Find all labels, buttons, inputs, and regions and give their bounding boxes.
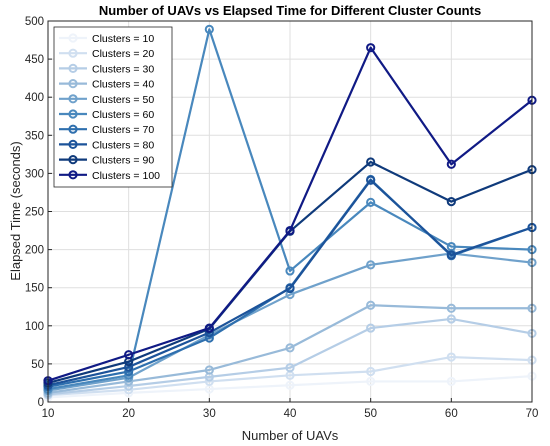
x-tick-label: 60	[445, 408, 458, 420]
legend-label: Clusters = 40	[92, 79, 154, 91]
legend-item: Clusters = 20	[59, 48, 154, 60]
legend-item: Clusters = 10	[59, 33, 154, 45]
data-point	[446, 159, 456, 169]
legend-label: Clusters = 60	[92, 109, 154, 121]
y-tick-label: 150	[25, 283, 44, 295]
x-tick-label: 30	[203, 408, 216, 420]
series-line	[47, 46, 533, 382]
data-point	[446, 250, 456, 260]
data-point	[446, 376, 456, 387]
data-point	[285, 380, 295, 390]
y-tick-label: 350	[25, 130, 44, 142]
data-point	[366, 376, 376, 387]
x-tick-label: 50	[364, 408, 377, 420]
legend-swatch-marker	[68, 155, 78, 165]
data-point	[446, 241, 456, 252]
legend-swatch-marker	[68, 109, 78, 119]
y-tick-label: 100	[25, 321, 44, 333]
legend-label: Clusters = 80	[92, 139, 154, 151]
data-point	[204, 333, 214, 343]
y-tick-label: 0	[38, 397, 44, 409]
data-point	[366, 260, 376, 270]
x-tick-label: 40	[284, 408, 297, 420]
legend-swatch-marker	[68, 63, 78, 74]
legend-label: Clusters = 20	[92, 48, 154, 60]
data-point	[446, 196, 456, 207]
data-point	[366, 197, 376, 207]
legend-item: Clusters = 30	[59, 63, 154, 75]
y-tick-label: 450	[25, 54, 44, 66]
data-point	[285, 283, 295, 294]
legend-item: Clusters = 80	[59, 139, 154, 151]
legend-swatch-marker	[68, 170, 78, 180]
x-tick-label: 20	[122, 408, 135, 420]
data-point	[204, 24, 214, 34]
data-point	[366, 175, 376, 185]
legend-item: Clusters = 70	[59, 124, 154, 136]
y-tick-label: 50	[31, 359, 44, 371]
data-point	[285, 266, 295, 276]
data-point	[285, 225, 295, 236]
legend-label: Clusters = 10	[92, 33, 154, 45]
legend-swatch-marker	[68, 94, 78, 104]
data-point	[285, 363, 295, 373]
legend-swatch-marker	[68, 48, 78, 58]
data-point	[446, 303, 456, 313]
data-point	[366, 157, 376, 167]
legend-swatch-marker	[68, 33, 78, 43]
legend-label: Clusters = 70	[92, 124, 154, 136]
legend-label: Clusters = 90	[92, 155, 154, 167]
legend-label: Clusters = 50	[92, 94, 154, 106]
legend-swatch-marker	[68, 139, 78, 149]
data-point	[366, 323, 376, 333]
legend-item: Clusters = 90	[59, 155, 154, 167]
data-point	[366, 300, 376, 310]
legend-item: Clusters = 60	[59, 109, 154, 121]
data-point	[366, 43, 376, 53]
legend-item: Clusters = 40	[59, 79, 154, 91]
legend-label: Clusters = 30	[92, 63, 154, 75]
data-point	[446, 352, 456, 362]
data-point	[285, 343, 295, 353]
data-point	[124, 362, 134, 372]
legend-swatch-marker	[68, 79, 78, 89]
y-axis-label: Elapsed Time (seconds)	[8, 141, 23, 280]
y-tick-label: 250	[25, 207, 44, 219]
x-axis-label: Number of UAVs	[242, 428, 339, 443]
data-point	[204, 323, 214, 333]
chart-title: Number of UAVs vs Elapsed Time for Diffe…	[99, 3, 481, 18]
data-point	[446, 314, 456, 324]
y-tick-label: 300	[25, 168, 44, 180]
series-layer	[43, 24, 537, 403]
legend-label: Clusters = 100	[92, 170, 160, 182]
data-point	[366, 366, 376, 377]
series-10	[43, 43, 537, 386]
legend-swatch-marker	[68, 124, 78, 134]
y-tick-label: 200	[25, 245, 44, 257]
series-line	[47, 179, 533, 387]
legend-item: Clusters = 50	[59, 94, 154, 106]
legend-item: Clusters = 100	[59, 170, 160, 182]
tick-labels: 10 20 30 40 50 60 70 0 50 100 150 200 250 300 350 400 45…	[25, 16, 539, 420]
y-tick-label: 400	[25, 92, 44, 104]
y-tick-label: 500	[25, 16, 44, 28]
data-point	[204, 365, 214, 375]
x-tick-label: 10	[42, 408, 55, 420]
data-point	[124, 350, 134, 360]
series-line	[47, 252, 533, 392]
legend: Clusters = 10 Clusters = 20 Clusters = 30 C…	[53, 26, 173, 188]
x-tick-label: 70	[526, 408, 539, 420]
